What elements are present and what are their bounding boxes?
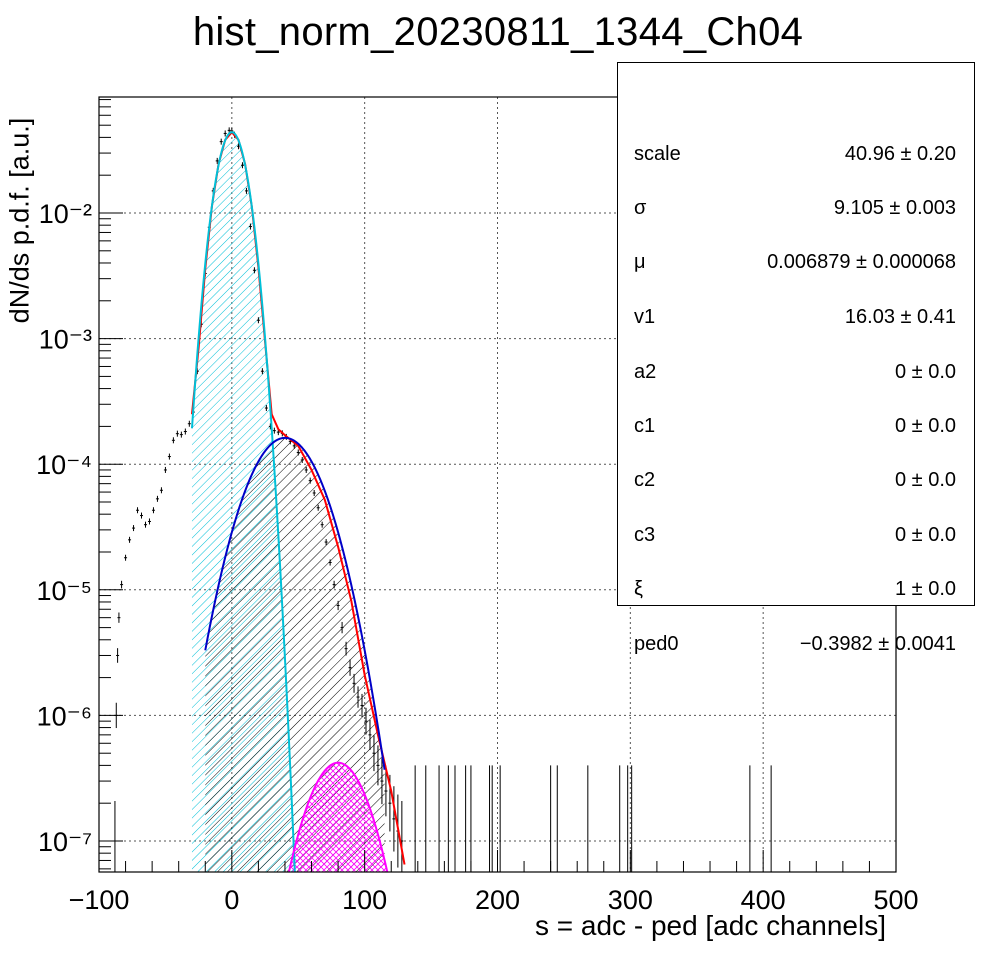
two-pe-curve <box>287 761 389 872</box>
y-tick-label: 10⁻⁷ <box>38 827 92 857</box>
stat-row-c3: c3 0 ± 0.0 <box>618 524 976 554</box>
stat-value: 40.96 ± 0.20 <box>844 143 956 165</box>
stat-value: 0 ± 0.0 <box>894 524 956 546</box>
x-tick-label: 400 <box>741 885 786 915</box>
x-tick-label: 300 <box>608 885 653 915</box>
x-tick-label: 500 <box>873 885 918 915</box>
stat-value: 0.006879 ± 0.000068 <box>767 251 956 273</box>
y-tick-label: 10⁻⁴ <box>36 450 92 480</box>
stat-value: 0 ± 0.0 <box>894 361 956 383</box>
x-axis-title: s = adc - ped [adc channels] <box>535 910 886 941</box>
stat-row-c1: c1 0 ± 0.0 <box>618 415 976 445</box>
stat-row-xi: ξ 1 ± 0.0 <box>618 578 976 608</box>
stat-row-a2: a2 0 ± 0.0 <box>618 361 976 391</box>
x-tick-label: 200 <box>475 885 520 915</box>
x-tick-label: 100 <box>342 885 387 915</box>
y-tick-label: 10⁻³ <box>39 325 92 355</box>
stat-name: σ <box>634 197 647 219</box>
stat-row-mu: μ 0.006879 ± 0.000068 <box>618 251 976 281</box>
stat-name: c3 <box>634 524 656 546</box>
chart-title: hist_norm_20230811_1344_Ch04 <box>192 10 804 54</box>
stat-value: −0.3982 ± 0.0041 <box>799 633 956 655</box>
stat-name: ped0 <box>634 633 679 655</box>
stat-row-scale: scale 40.96 ± 0.20 <box>618 143 976 173</box>
x-tick-label: 0 <box>224 885 239 915</box>
stat-value: 1 ± 0.0 <box>894 578 956 600</box>
stat-row-ped0: ped0 −0.3982 ± 0.0041 <box>618 633 976 663</box>
stat-name: c1 <box>634 415 656 437</box>
x-tick-label: −100 <box>69 885 130 915</box>
stat-row-sigma: σ 9.105 ± 0.003 <box>618 197 976 227</box>
fit-stats-box: scale 40.96 ± 0.20 σ 9.105 ± 0.003 μ 0.0… <box>617 62 976 655</box>
stat-name: μ <box>634 251 646 273</box>
y-tick-label: 10⁻⁵ <box>37 576 92 606</box>
y-axis-title: dN/ds p.d.f. [a.u.] <box>4 117 35 324</box>
stat-name: a2 <box>634 361 657 383</box>
stat-name: c2 <box>634 469 656 491</box>
stat-value: 0 ± 0.0 <box>894 469 956 491</box>
two-pe-fill <box>284 762 405 872</box>
stat-row-v1: v1 16.03 ± 0.41 <box>618 306 976 336</box>
stat-name: scale <box>634 143 681 165</box>
pedestal-curve <box>190 131 296 872</box>
stat-value: 16.03 ± 0.41 <box>844 306 956 328</box>
y-tick-label: 10⁻⁶ <box>37 701 92 731</box>
y-tick-label: 10⁻² <box>39 199 92 229</box>
one-pe-curve <box>204 436 386 770</box>
stat-name: v1 <box>634 306 656 328</box>
stat-row-c2: c2 0 ± 0.0 <box>618 469 976 499</box>
stat-name: ξ <box>634 578 643 600</box>
stat-value: 0 ± 0.0 <box>894 415 956 437</box>
stat-value: 9.105 ± 0.003 <box>833 197 956 219</box>
